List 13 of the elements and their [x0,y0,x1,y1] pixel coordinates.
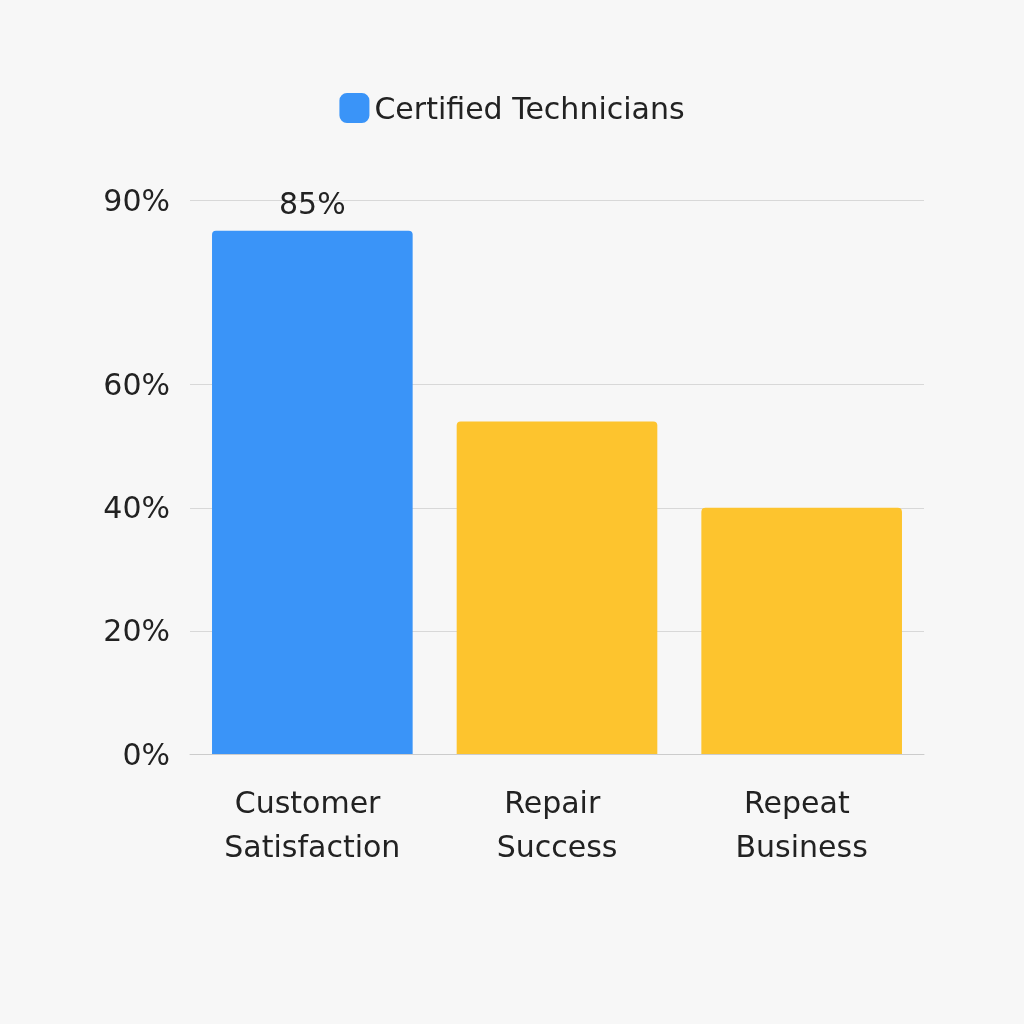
y-tick-label: 40% [103,490,170,526]
x-tick-label: Repeat Business [735,784,868,864]
x-tick-label: Repair Success [496,784,618,864]
y-tick-label: 20% [103,613,170,649]
x-tick-label: Customer Satisfaction [224,784,401,864]
y-tick-label: 0% [122,736,170,772]
bar [701,507,902,754]
data-label: 85% [278,186,346,222]
legend-label: Certified Technicians [374,90,685,126]
y-tick-label: 60% [103,367,170,403]
bar [456,421,658,754]
y-tick-label: 90% [103,182,170,218]
bar [212,230,413,754]
